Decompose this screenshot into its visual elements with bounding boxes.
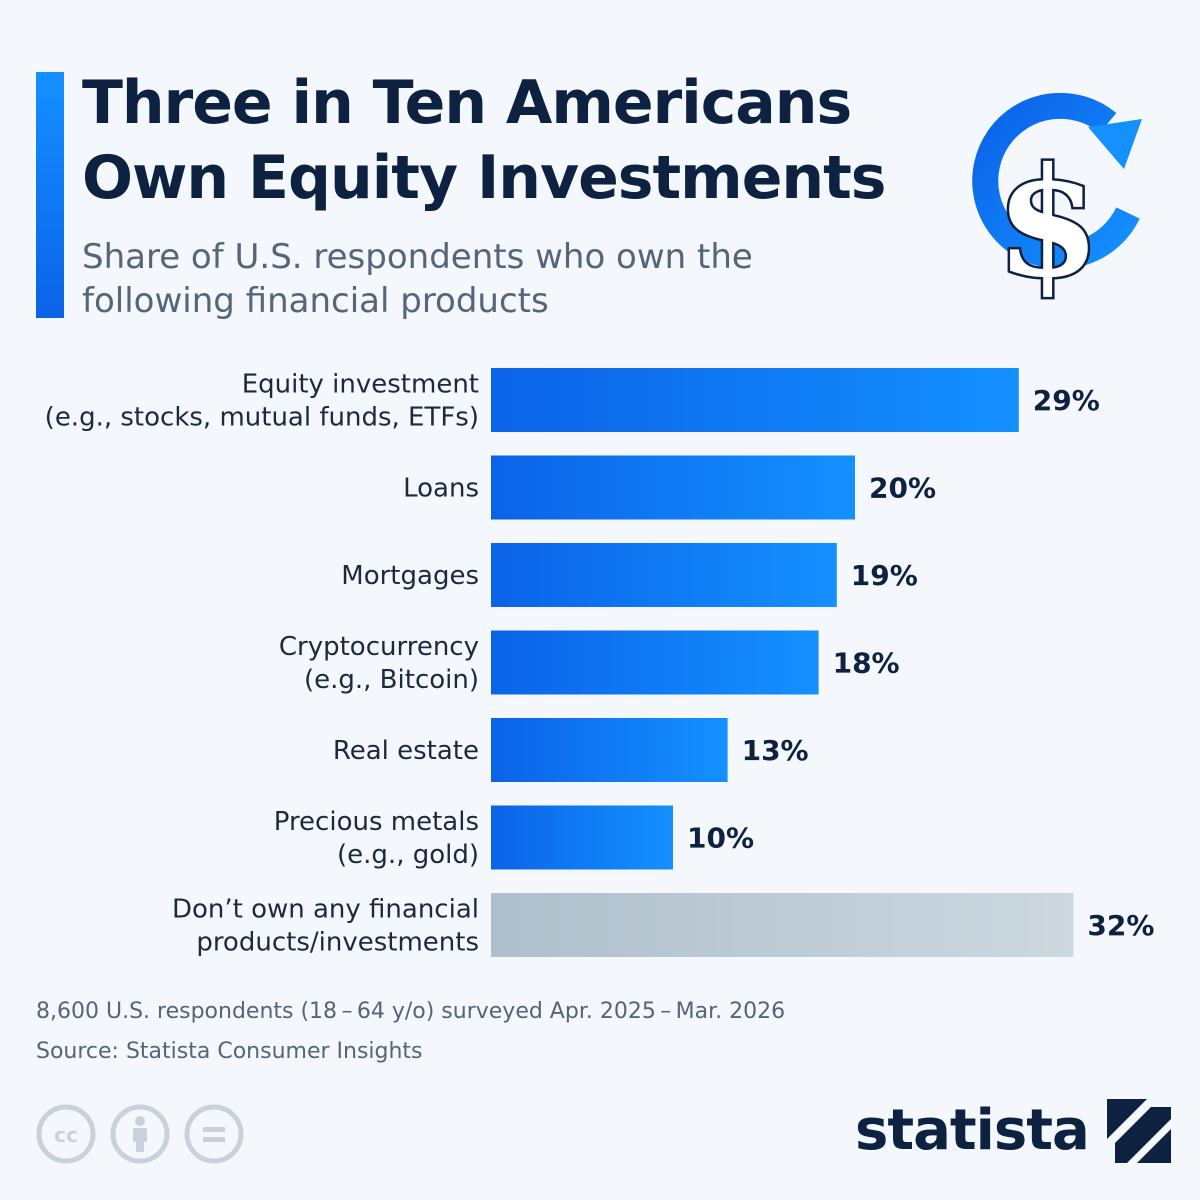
bar-5 (491, 805, 673, 870)
license-icons: cc (36, 1104, 244, 1164)
brand-wordmark: statista (855, 1098, 1090, 1163)
bar-category-label-4: Real estate (333, 736, 479, 766)
bar-category-label-2: Mortgages (341, 561, 479, 591)
bar-2 (491, 543, 837, 607)
no-derivatives-icon[interactable] (184, 1104, 244, 1164)
bar-category-label-6: Don’t own any financial products/investme… (172, 895, 479, 958)
page-title: Three in Ten Americans Own Equity Invest… (82, 68, 887, 213)
bar-value-label-5: 10% (687, 822, 754, 855)
statista-logo-icon (1106, 1098, 1171, 1163)
bar-1 (491, 455, 855, 520)
bar-category-label-3: Cryptocurrency (e.g., Bitcoin) (279, 632, 479, 695)
bar-value-label-0: 29% (1033, 384, 1100, 417)
bar-0 (491, 368, 1019, 432)
bar-chart: 29% Equity investment (e.g., stocks, mutua… (45, 368, 1154, 958)
bar-value-label-2: 19% (851, 559, 918, 592)
bar-category-label-5: Precious metals (e.g., gold) (274, 807, 479, 870)
bar-value-label-1: 20% (869, 472, 936, 505)
bar-4 (491, 718, 728, 782)
svg-text:cc: cc (54, 1123, 78, 1147)
bar-category-label-0: Equity investment (e.g., stocks, mutual f… (45, 370, 479, 433)
bar-value-label-6: 32% (1087, 909, 1154, 942)
page-subtitle: Share of U.S. respondents who own the fo… (82, 237, 753, 321)
source-note: Source: Statista Consumer Insights (36, 1039, 423, 1064)
cc-icon[interactable]: cc (36, 1104, 96, 1164)
svg-text:$: $ (996, 135, 1100, 311)
survey-note: 8,600 U.S. respondents (18 – 64 y/o) sur… (36, 999, 786, 1024)
attribution-icon[interactable] (110, 1104, 170, 1164)
bar-value-label-3: 18% (833, 647, 900, 680)
bar-category-label-1: Loans (403, 474, 479, 504)
bar-3 (491, 630, 819, 695)
dollar-refresh-icon: $ (972, 92, 1142, 314)
accent-bar (36, 72, 64, 318)
bar-value-label-4: 13% (742, 734, 809, 767)
brand-logo[interactable]: statista (855, 1098, 1171, 1163)
bar-6 (491, 893, 1074, 957)
